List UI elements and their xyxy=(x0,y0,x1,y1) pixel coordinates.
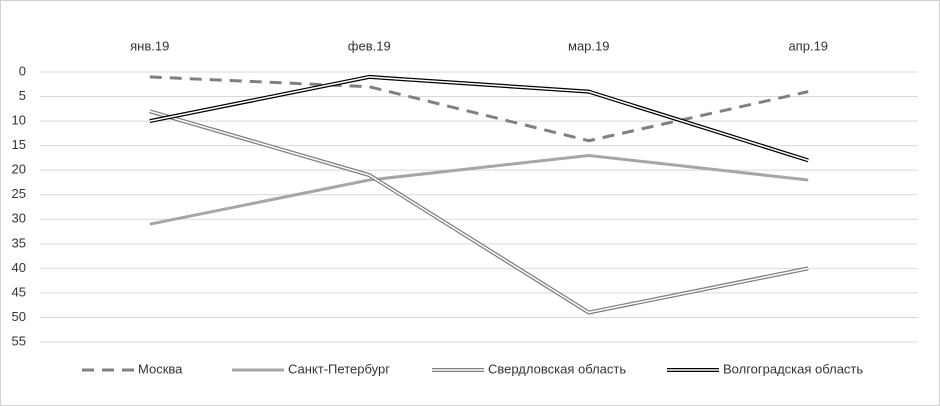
series-line xyxy=(149,75,809,143)
x-tick-label: фев.19 xyxy=(348,38,391,53)
legend-label: Москва xyxy=(138,361,183,376)
y-tick-label: 10 xyxy=(12,113,26,128)
y-tick-label: 50 xyxy=(12,309,26,324)
y-tick-label: 0 xyxy=(19,63,26,78)
legend-label: Свердловская область xyxy=(488,361,626,376)
y-tick-label: 25 xyxy=(12,186,26,201)
legend-label: Волгоградская область xyxy=(723,361,863,376)
x-tick-label: мар.19 xyxy=(568,38,609,53)
y-tick-label: 40 xyxy=(12,260,26,275)
y-tick-label: 55 xyxy=(12,333,26,348)
line-core xyxy=(149,110,809,314)
line-core xyxy=(149,76,809,162)
x-tick-label: апр.19 xyxy=(788,38,828,53)
y-tick-label: 45 xyxy=(12,284,26,299)
legend-label: Санкт-Петербург xyxy=(288,361,390,376)
y-tick-label: 35 xyxy=(12,235,26,250)
y-tick-label: 5 xyxy=(19,88,26,103)
x-tick-label: янв.19 xyxy=(130,38,169,53)
y-tick-label: 30 xyxy=(12,211,26,226)
series-line xyxy=(149,153,809,226)
y-tick-label: 20 xyxy=(12,162,26,177)
y-tick-label: 15 xyxy=(12,137,26,152)
